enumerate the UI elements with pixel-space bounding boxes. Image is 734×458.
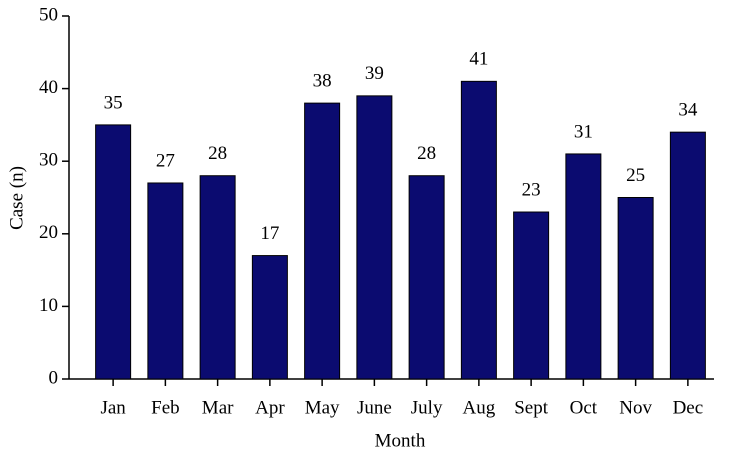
bar [147,182,184,380]
bar [251,255,288,380]
bar [513,211,550,380]
data-label: 34 [678,100,698,121]
y-tick-label: 40 [39,77,58,98]
data-label: 35 [104,92,123,113]
y-tick-label: 20 [39,222,58,243]
data-label: 28 [208,143,227,164]
data-label: 25 [626,165,645,186]
x-tick-label: Apr [255,397,285,418]
x-tick-label: Aug [463,397,496,418]
data-label: 41 [469,49,488,70]
x-tick-label: Feb [151,397,180,418]
bar [356,95,393,380]
bar [304,102,341,380]
x-tick-label: May [305,397,340,418]
x-tick-label: July [411,397,443,418]
y-axis-label: Case (n) [6,166,27,230]
y-tick-label: 50 [39,4,58,25]
data-label: 23 [522,179,541,200]
x-tick-label: Nov [619,397,652,418]
bar [617,197,654,380]
y-tick-label: 10 [39,295,58,316]
x-axis-label: Month [375,430,426,451]
bar [95,124,132,380]
x-tick-label: Mar [202,397,234,418]
data-label: 28 [417,143,436,164]
bar [669,131,706,380]
y-tick-label: 0 [49,367,59,388]
x-tick-label: Jan [100,397,126,418]
x-tick-label: Sept [514,397,549,418]
bar [565,153,602,380]
bar [460,80,497,380]
y-tick-label: 30 [39,150,58,171]
data-label: 39 [365,63,384,84]
bar [199,175,236,380]
data-label: 27 [156,150,175,171]
x-tick-label: Dec [673,397,704,418]
x-tick-label: Oct [570,397,598,418]
data-label: 17 [260,223,279,244]
bar [408,175,445,380]
data-label: 31 [574,121,593,142]
x-tick-label: June [357,397,392,418]
data-label: 38 [313,70,332,91]
